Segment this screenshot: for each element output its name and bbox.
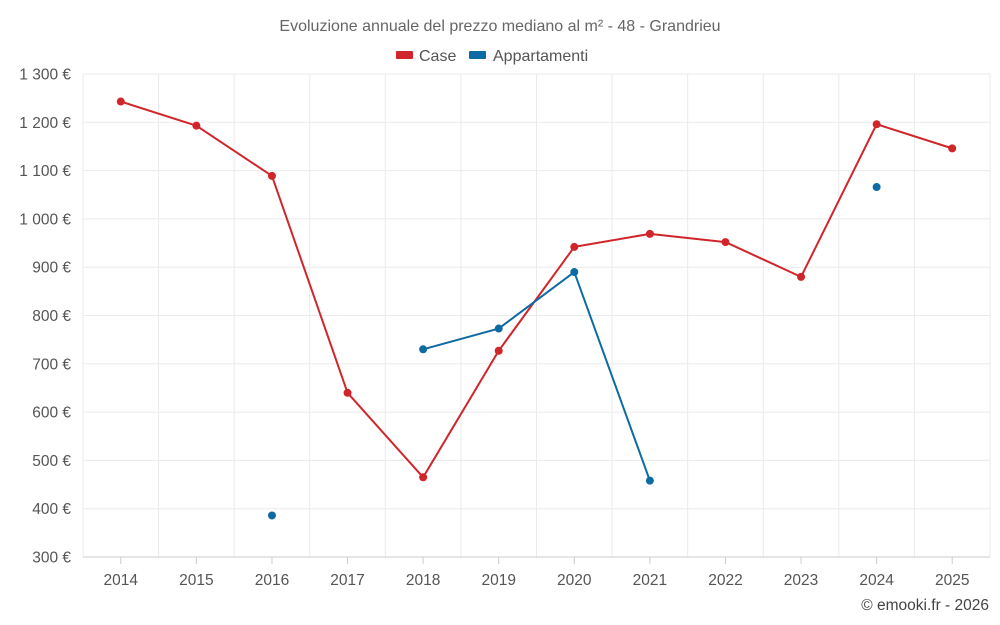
data-point-appartamenti [872,183,881,192]
data-point-case [948,144,957,153]
series-layer [116,97,957,520]
series-line-case [120,100,953,479]
x-tick-label: 2025 [935,572,969,589]
credit: © emooki.fr - 2026 [861,597,989,614]
x-tick-label: 2020 [557,572,592,589]
data-point-appartamenti [419,345,428,354]
y-tick-label: 700 € [32,356,71,373]
y-tick-label: 400 € [32,501,71,518]
chart-title: Evoluzione annuale del prezzo mediano al… [279,18,720,35]
x-tick-label: 2016 [255,572,289,589]
data-point-appartamenti [494,324,503,333]
y-tick-label: 800 € [32,308,71,325]
x-tick-label: 2017 [330,572,364,589]
data-point-case [267,171,276,180]
series-case [116,97,957,482]
x-tick-label: 2022 [708,572,742,589]
y-tick-label: 1 300 € [19,67,71,84]
legend-swatch-case [396,51,413,59]
data-point-case [419,473,428,482]
x-tick-label: 2023 [784,572,818,589]
data-point-case [192,121,201,130]
data-point-case [721,238,730,247]
data-point-case [116,97,125,106]
y-tick-label: 500 € [32,453,71,470]
legend-label-case: Case [419,48,456,65]
series-line-appartamenti [422,271,651,482]
y-tick-label: 900 € [32,260,71,277]
x-tick-label: 2024 [859,572,894,589]
data-point-appartamenti [267,511,276,520]
data-point-appartamenti [645,476,654,485]
x-tick-label: 2018 [406,572,440,589]
data-point-case [494,346,503,355]
y-tick-label: 1 000 € [19,211,71,228]
x-tick-label: 2015 [179,572,213,589]
series-appartamenti [267,183,881,520]
legend: Case Appartamenti [396,48,588,65]
grid [82,73,991,557]
data-point-case [872,120,881,129]
y-tick-label: 300 € [32,550,71,567]
data-point-case [570,242,579,251]
data-point-case [343,388,352,397]
y-tick-label: 600 € [32,405,71,422]
legend-label-appartamenti: Appartamenti [493,48,588,65]
data-point-appartamenti [570,268,579,277]
x-tick-label: 2014 [104,572,139,589]
y-tick-label: 1 200 € [19,115,71,132]
data-point-case [645,229,654,238]
data-point-case [797,272,806,281]
legend-swatch-appartamenti [469,51,486,59]
axes: 300 € 400 € 500 € 600 € 700 € 800 € 900 € 1 000… [19,67,990,589]
x-tick-label: 2021 [633,572,667,589]
y-tick-label: 1 100 € [19,163,71,180]
x-tick-label: 2019 [481,572,515,589]
